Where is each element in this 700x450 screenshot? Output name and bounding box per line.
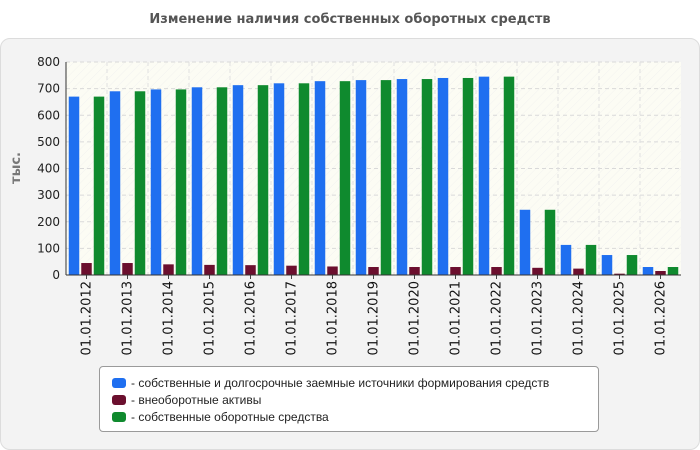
axes-group: 0 100 200 300 400 500 600 700 800 01.01.2012 01.01… [37, 55, 681, 355]
bar-working-capital [339, 81, 351, 275]
bar-sources [519, 209, 531, 275]
bar-sources [437, 77, 449, 275]
bar-sources [642, 267, 654, 275]
y-tick-label: 500 [37, 135, 60, 149]
bar-working-capital [257, 85, 269, 275]
y-tick-label: 600 [37, 108, 60, 122]
bar-working-capital [421, 79, 433, 275]
bar-noncurrent-assets [163, 264, 174, 275]
bar-sources [109, 91, 121, 275]
y-tick-label: 200 [37, 215, 60, 229]
legend-label: - собственные и долгосрочные заемные ист… [131, 375, 550, 390]
x-tick-label: 01.01.2019 [367, 281, 382, 355]
bar-noncurrent-assets [450, 267, 461, 275]
bar-working-capital [175, 89, 187, 275]
bar-working-capital [93, 96, 105, 275]
bar-sources [355, 80, 367, 275]
x-tick-label: 01.01.2013 [121, 281, 136, 355]
bar-sources [68, 96, 80, 275]
bar-working-capital [544, 209, 556, 275]
y-tick-label: 800 [37, 55, 60, 69]
bar-noncurrent-assets [81, 263, 92, 275]
bar-noncurrent-assets [286, 265, 297, 275]
x-tick-label: 01.01.2012 [80, 281, 95, 355]
y-tick-label: 300 [37, 188, 60, 202]
bar-working-capital [216, 87, 228, 275]
bar-working-capital [503, 76, 515, 275]
bar-noncurrent-assets [245, 265, 256, 275]
bar-working-capital [298, 83, 310, 275]
bar-working-capital [134, 91, 146, 275]
x-tick-label: 01.01.2018 [326, 281, 341, 355]
y-tick-label: 0 [52, 268, 60, 282]
legend: - собственные и долгосрочные заемные ист… [99, 366, 599, 432]
legend-swatch [112, 377, 126, 388]
bar-noncurrent-assets [327, 266, 338, 275]
bar-sources [601, 255, 613, 275]
x-tick-label: 01.01.2017 [285, 281, 300, 355]
bar-noncurrent-assets [614, 273, 625, 275]
x-tick-label: 01.01.2022 [490, 281, 505, 355]
bar-working-capital [667, 267, 679, 275]
bar-sources [314, 81, 326, 275]
bar-working-capital [626, 255, 638, 275]
x-tick-label: 01.01.2014 [162, 281, 177, 355]
legend-swatch [112, 394, 126, 405]
y-axis-label: тыс. [9, 152, 24, 184]
bar-noncurrent-assets [491, 267, 502, 275]
bar-sources [396, 79, 408, 275]
bar-noncurrent-assets [532, 267, 543, 275]
x-tick-label: 01.01.2020 [408, 281, 423, 355]
bar-sources [560, 244, 572, 275]
bar-sources [150, 89, 162, 275]
bars-group [68, 76, 679, 275]
x-tick-label: 01.01.2024 [572, 281, 587, 355]
bar-sources [191, 87, 203, 275]
bar-noncurrent-assets [204, 264, 215, 275]
bar-sources [232, 85, 244, 275]
legend-item: - внеоборотные активы [112, 391, 598, 408]
x-tick-label: 01.01.2023 [531, 281, 546, 355]
bar-noncurrent-assets [655, 271, 666, 275]
x-tick-label: 01.01.2025 [613, 281, 628, 355]
legend-swatch [112, 411, 126, 422]
legend-item: - собственные оборотные средства [112, 408, 598, 425]
legend-label: - внеоборотные активы [131, 392, 262, 407]
grid-lines [66, 61, 681, 275]
bar-sources [478, 76, 490, 275]
x-tick-label: 01.01.2026 [654, 281, 669, 355]
chart-title: Изменение наличия собственных оборотных … [149, 12, 551, 27]
y-tick-label: 100 [37, 241, 60, 255]
bar-noncurrent-assets [122, 263, 133, 275]
y-tick-label: 700 [37, 82, 60, 96]
bar-working-capital [585, 244, 597, 275]
y-tick-label: 400 [37, 162, 60, 176]
bar-noncurrent-assets [409, 267, 420, 275]
legend-item: - собственные и долгосрочные заемные ист… [112, 374, 598, 391]
x-tick-label: 01.01.2016 [244, 281, 259, 355]
x-tick-label: 01.01.2015 [203, 281, 218, 355]
bar-noncurrent-assets [368, 267, 379, 275]
legend-label: - собственные оборотные средства [131, 409, 329, 424]
bar-working-capital [462, 77, 474, 275]
bar-working-capital [380, 80, 392, 275]
bar-noncurrent-assets [573, 268, 584, 275]
x-tick-label: 01.01.2021 [449, 281, 464, 355]
bar-sources [273, 83, 285, 275]
